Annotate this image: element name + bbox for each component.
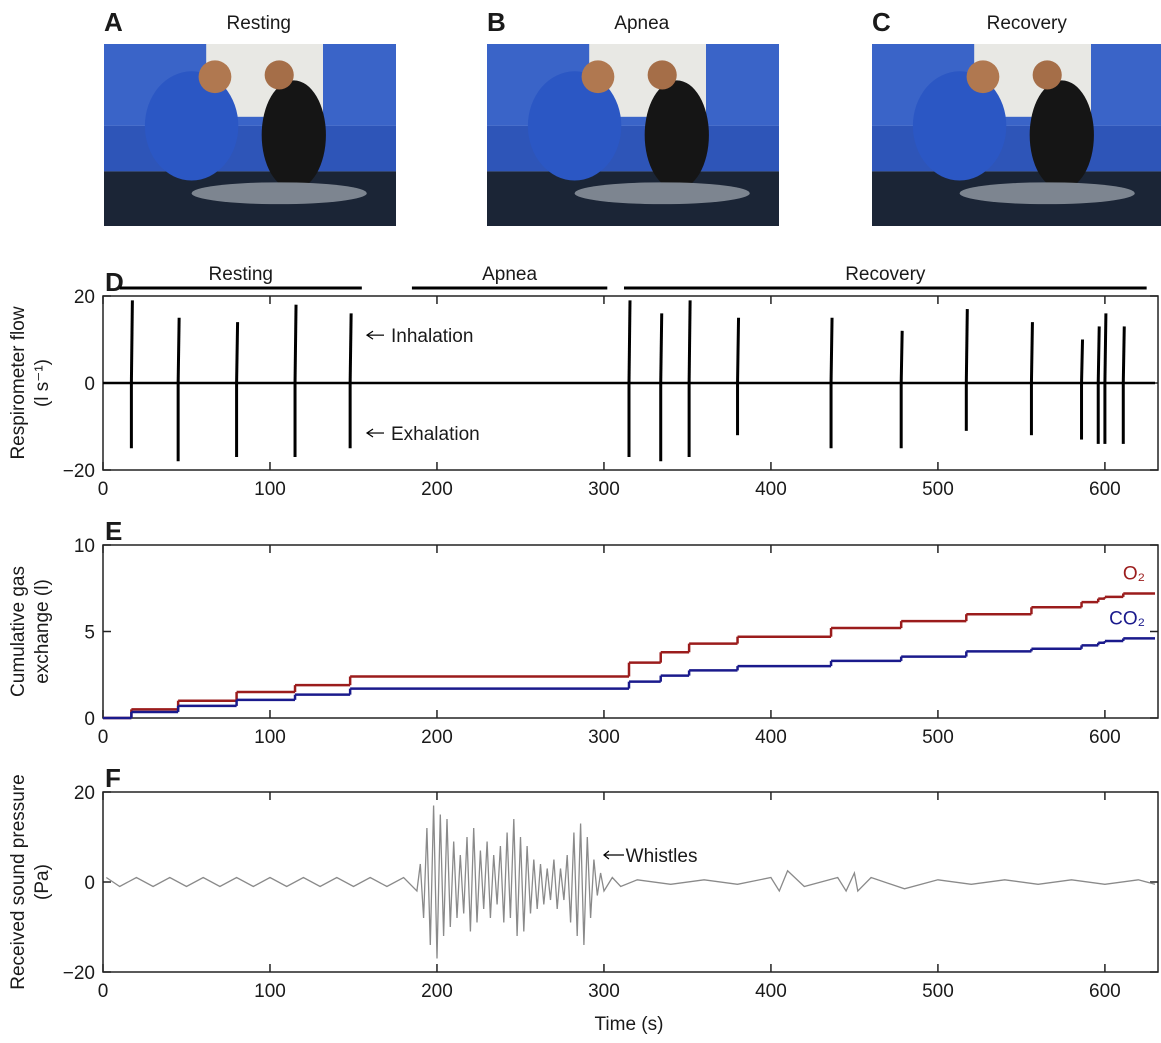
- series-label: CO₂: [1109, 608, 1145, 629]
- photo-diver: [1029, 80, 1094, 190]
- phase-label: Recovery: [845, 264, 926, 285]
- y-tick-label: −20: [63, 461, 95, 482]
- series-label: O₂: [1123, 563, 1145, 584]
- y-axis-label: Respirometer flow: [8, 306, 29, 459]
- x-tick-label: 0: [98, 727, 109, 748]
- flow-spike: [736, 317, 741, 384]
- flow-spike: [829, 317, 834, 384]
- flow-spike: [176, 317, 181, 384]
- flow-spike: [687, 300, 692, 384]
- phase-label: Resting: [209, 264, 273, 285]
- photo: [872, 44, 1161, 226]
- series-label: Exhalation: [391, 424, 480, 445]
- photo-head: [198, 60, 232, 94]
- annotation-arrowhead: [602, 850, 610, 860]
- photo-title: Apnea: [614, 13, 669, 34]
- x-tick-label: 100: [254, 727, 286, 748]
- y-tick-label: −20: [63, 963, 95, 984]
- annotation: Whistles: [626, 846, 698, 867]
- y-tick-label: 20: [74, 287, 95, 308]
- x-axis-label: Time (s): [595, 1014, 664, 1035]
- x-tick-label: 600: [1089, 479, 1121, 500]
- photo-head: [264, 60, 294, 90]
- y-tick-label: 0: [84, 709, 95, 730]
- panel-letter: A: [104, 7, 123, 37]
- flow-spike: [1029, 322, 1034, 384]
- flow-spike: [659, 313, 664, 384]
- y-tick-label: 0: [84, 374, 95, 395]
- photo-head: [647, 60, 677, 90]
- flow-spike: [964, 309, 969, 384]
- y-axis-label: Cumulative gas: [8, 566, 29, 697]
- panel-letter: E: [105, 516, 122, 546]
- x-tick-label: 200: [421, 981, 453, 1002]
- x-tick-label: 300: [588, 479, 620, 500]
- x-tick-label: 200: [421, 479, 453, 500]
- panel-letter: C: [872, 7, 891, 37]
- panel-letter: F: [105, 763, 121, 793]
- photo: [487, 44, 779, 226]
- photo-diver: [261, 80, 326, 190]
- photo-head: [581, 60, 615, 94]
- y-axis-label: exchange (l): [32, 579, 53, 684]
- y-tick-label: 0: [84, 873, 95, 894]
- photo-dolphin: [191, 182, 367, 205]
- annotation-arrowhead: [365, 428, 374, 438]
- x-tick-label: 300: [588, 727, 620, 748]
- x-tick-label: 100: [254, 479, 286, 500]
- photo-title: Resting: [227, 13, 291, 34]
- waveform: [105, 805, 1156, 959]
- x-tick-label: 600: [1089, 981, 1121, 1002]
- x-tick-label: 300: [588, 981, 620, 1002]
- y-axis-label: Received sound pressure: [8, 774, 29, 989]
- flow-spike: [1121, 326, 1126, 384]
- panel-letter: B: [487, 7, 506, 37]
- photo-person: [912, 71, 1007, 181]
- x-tick-label: 400: [755, 479, 787, 500]
- x-tick-label: 0: [98, 479, 109, 500]
- panel-letter: D: [105, 267, 124, 297]
- flow-spike: [129, 300, 134, 384]
- photo-dolphin: [959, 182, 1135, 205]
- flow-spike: [293, 304, 298, 384]
- photo-head: [1032, 60, 1062, 90]
- phase-label: Apnea: [482, 264, 537, 285]
- x-tick-label: 500: [922, 981, 954, 1002]
- x-tick-label: 500: [922, 727, 954, 748]
- x-tick-label: 400: [755, 727, 787, 748]
- photo-title: Recovery: [987, 13, 1068, 34]
- y-tick-label: 5: [84, 623, 95, 644]
- photo-person: [527, 71, 622, 181]
- photo-head: [966, 60, 1000, 94]
- x-tick-label: 200: [421, 727, 453, 748]
- flow-spike: [1103, 313, 1108, 384]
- y-axis-label: (l s⁻¹): [32, 359, 53, 407]
- series-label: Inhalation: [391, 326, 473, 347]
- x-tick-label: 600: [1089, 727, 1121, 748]
- flow-spike: [627, 300, 632, 384]
- photo: [104, 44, 396, 226]
- photo-dolphin: [574, 182, 750, 205]
- x-tick-label: 100: [254, 981, 286, 1002]
- y-axis-label: (Pa): [32, 864, 53, 900]
- x-tick-label: 500: [922, 479, 954, 500]
- flow-spike: [899, 330, 904, 384]
- flow-spike: [1096, 326, 1101, 384]
- flow-spike: [1080, 339, 1085, 384]
- photo-person: [144, 71, 239, 181]
- flow-spike: [348, 313, 353, 384]
- annotation-arrowhead: [365, 330, 374, 340]
- flow-spike: [235, 322, 240, 384]
- y-tick-label: 20: [74, 783, 95, 804]
- photo-diver: [644, 80, 709, 190]
- y-tick-label: 10: [74, 536, 95, 557]
- x-tick-label: 0: [98, 981, 109, 1002]
- x-tick-label: 400: [755, 981, 787, 1002]
